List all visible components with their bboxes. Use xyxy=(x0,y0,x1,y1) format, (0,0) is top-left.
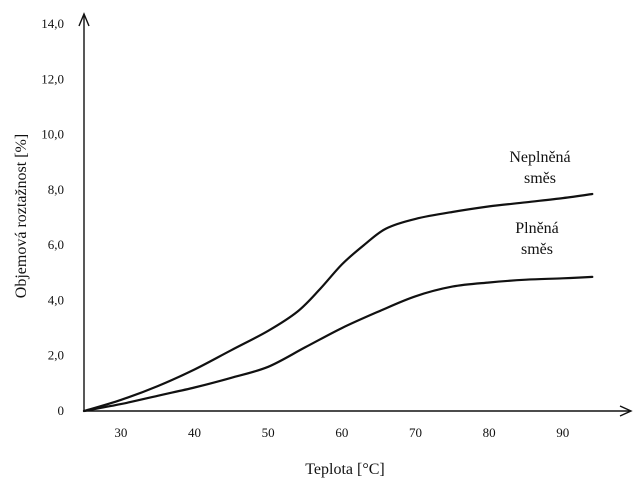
series-label: směs xyxy=(521,241,553,258)
y-axis-label: Objemová roztažnost [%] xyxy=(13,134,30,298)
y-tick-label: 4,0 xyxy=(48,292,64,307)
series-label: Plněná xyxy=(515,220,559,237)
series-label: směs xyxy=(524,170,556,187)
x-tick-label: 60 xyxy=(335,425,348,440)
x-tick-label: 80 xyxy=(483,425,496,440)
y-tick-label: 10,0 xyxy=(41,127,64,142)
axes xyxy=(78,12,633,417)
x-tick-label: 70 xyxy=(409,425,422,440)
x-tick-label: 30 xyxy=(114,425,127,440)
x-axis-arrow xyxy=(619,405,633,417)
series-line-neplnena xyxy=(82,192,594,413)
y-tick-label: 6,0 xyxy=(48,237,64,252)
series-line-plnena xyxy=(82,275,594,413)
series-curves xyxy=(82,192,594,413)
series-labels: Neplněná směs Plněná směs xyxy=(509,149,570,258)
x-tick-label: 90 xyxy=(556,425,569,440)
series-label: Neplněná xyxy=(509,149,570,166)
y-tick-label: 14,0 xyxy=(41,16,64,31)
y-axis-arrow xyxy=(78,12,90,27)
x-axis-label: Teplota [°C] xyxy=(305,461,384,478)
y-tick-labels: 0 2,0 4,0 6,0 8,0 10,0 12,0 14,0 xyxy=(41,16,64,418)
y-tick-label: 12,0 xyxy=(41,71,64,86)
y-tick-label: 0 xyxy=(58,403,65,418)
x-tick-label: 50 xyxy=(262,425,275,440)
y-tick-label: 8,0 xyxy=(48,182,64,197)
y-tick-label: 2,0 xyxy=(48,348,64,363)
x-tick-label: 40 xyxy=(188,425,201,440)
x-tick-labels: 30 40 50 60 70 80 90 xyxy=(114,425,569,440)
